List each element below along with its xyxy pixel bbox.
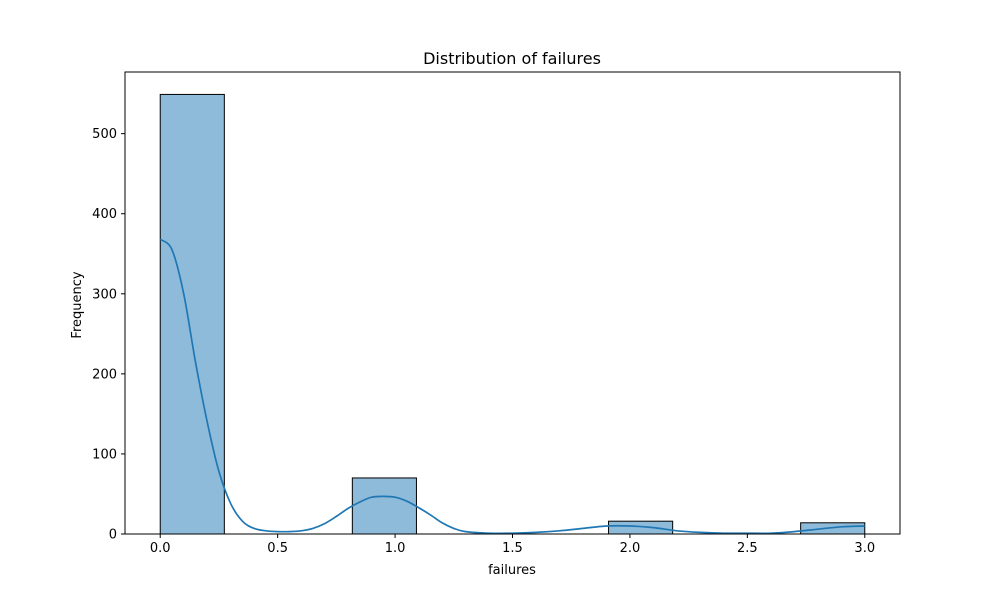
x-tick-label: 2.0 (620, 541, 641, 556)
x-tick-label: 0.5 (267, 541, 288, 556)
y-tick-label: 0 (109, 528, 117, 543)
x-tick-label: 1.5 (502, 541, 523, 556)
x-axis-label: failures (488, 563, 536, 578)
axes-layer: 0.0 0.5 1.0 1.5 2.0 2.5 3.0 0 100 200 300 400 500 (92, 71, 901, 556)
x-tick-label: 0.0 (150, 541, 171, 556)
x-tick-label: 3.0 (854, 541, 875, 556)
y-tick-label: 400 (92, 207, 117, 222)
plot-frame (124, 71, 901, 535)
x-tick-label: 2.5 (737, 541, 758, 556)
y-tick-label: 100 (92, 447, 117, 462)
y-tick-label: 300 (92, 287, 117, 302)
histogram-bar (351, 477, 417, 535)
y-tick-label: 500 (92, 127, 117, 142)
x-tick-label: 1.0 (385, 541, 406, 556)
kde-curve (159, 238, 865, 535)
y-tick-label: 200 (92, 367, 117, 382)
chart-title: Distribution of failures (423, 49, 601, 68)
y-axis-label: Frequency (70, 271, 85, 338)
histogram-bar (608, 520, 674, 535)
bars-layer (159, 93, 866, 535)
histogram-bar (159, 93, 225, 535)
kde-layer (159, 238, 865, 535)
